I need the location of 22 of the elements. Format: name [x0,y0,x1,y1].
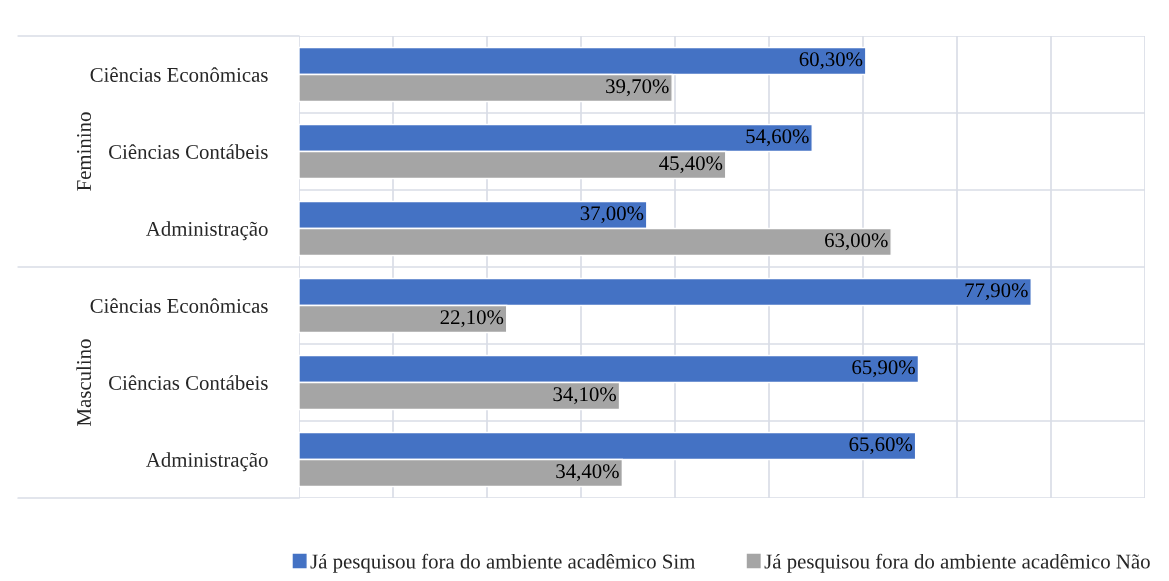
data-label: 39,70% [606,79,669,97]
data-label: 63,00% [825,233,888,251]
data-label: 37,00% [580,206,644,224]
data-label: 60,30% [799,52,863,70]
data-label: 65,60% [849,437,913,455]
text: Feminino [77,112,92,191]
legend-label: Já pesquisou fora do ambiente acadêmico Sim [310,553,696,573]
data-label: 45,40% [659,156,723,174]
y-tick-label: Ciências Contábeis [109,375,268,390]
data-label: 22,10% [440,310,504,328]
data-label: 34,40% [556,464,619,482]
legend-label: Já pesquisou fora do ambiente acadêmico Não [764,553,1150,573]
y-tick-label: Ciências Econômicas [90,67,268,82]
data-label: 65,90% [852,360,915,378]
data-label: 54,60% [746,129,809,147]
data-label: 34,10% [553,387,617,405]
text: Masculino [76,339,92,426]
y-tick-label: Ciências Contábeis [109,144,268,159]
y-tick-label: Ciências Econômicas [90,298,268,313]
y-tick-label: Administração [146,452,268,472]
data-label: 77,90% [965,283,1028,301]
y-tick-label: Administração [146,221,268,241]
